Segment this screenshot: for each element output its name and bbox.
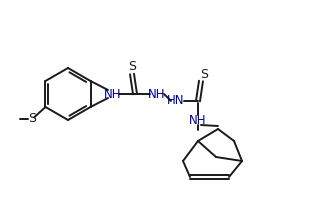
Text: HN: HN xyxy=(167,94,185,108)
Text: S: S xyxy=(128,61,136,73)
Text: NH: NH xyxy=(189,113,207,126)
Text: S: S xyxy=(200,68,208,81)
Text: NH: NH xyxy=(104,88,122,101)
Text: NH: NH xyxy=(148,88,166,101)
Text: S: S xyxy=(28,112,36,125)
